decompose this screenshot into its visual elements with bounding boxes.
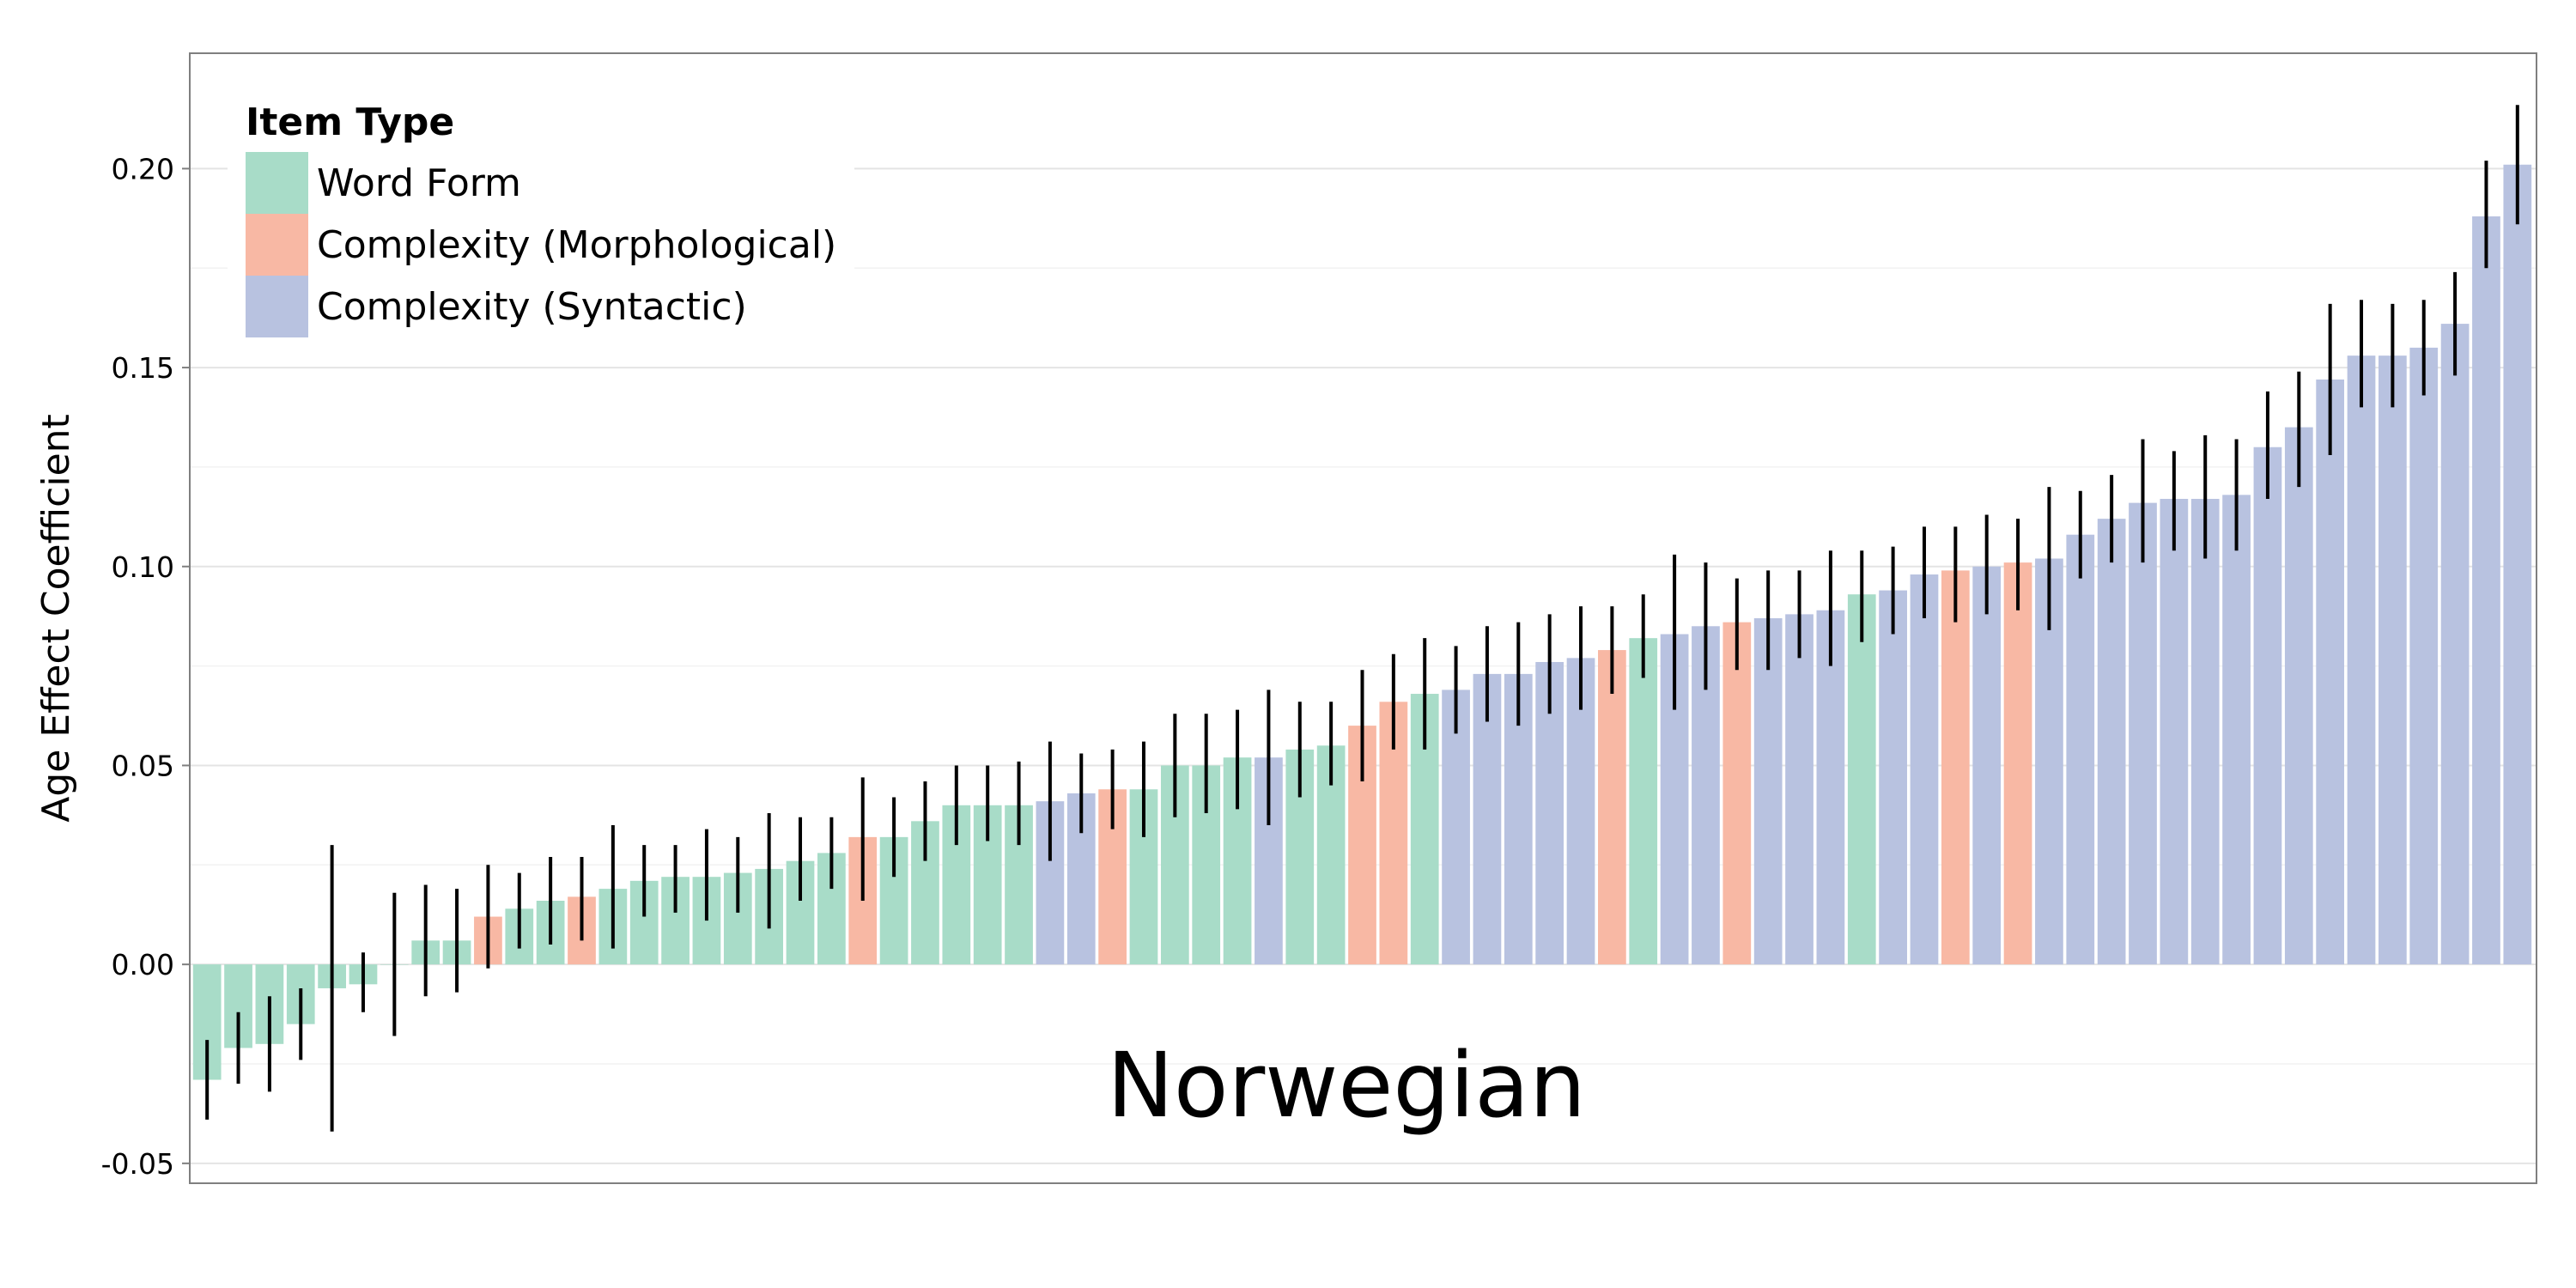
bar <box>2503 164 2532 965</box>
legend-entry-morphological: Complexity (Morphological) <box>246 214 836 276</box>
legend: Item Type Word Form Complexity (Morpholo… <box>228 90 854 348</box>
plot-panel-border <box>189 52 2537 1184</box>
bar <box>1816 610 1845 965</box>
bar <box>1598 650 1626 965</box>
legend-swatch-syntactic <box>246 276 308 337</box>
y-tick-label: 0.00 <box>112 948 174 981</box>
legend-background <box>228 90 854 348</box>
legend-swatch-word-form <box>246 152 308 214</box>
y-tick-label: 0.05 <box>112 749 174 782</box>
bar <box>2347 355 2376 965</box>
bar <box>1910 574 1939 965</box>
bar <box>2284 427 2313 965</box>
bar <box>2316 379 2345 965</box>
legend-title: Item Type <box>246 100 454 144</box>
bar <box>1879 590 1907 965</box>
bar <box>2440 324 2470 965</box>
bar <box>2409 347 2439 965</box>
bar <box>2379 355 2407 965</box>
bar <box>1972 566 2002 965</box>
bar <box>1442 690 1470 965</box>
bar <box>1785 614 1814 965</box>
bar <box>2066 534 2095 965</box>
bar <box>1722 622 1752 965</box>
y-tick-label: 0.10 <box>112 550 174 584</box>
y-axis-title: Age Effect Coefficient <box>34 414 78 823</box>
error-bars <box>205 105 2519 1132</box>
legend-label-word-form: Word Form <box>317 161 521 205</box>
y-tick-label: -0.05 <box>101 1147 174 1181</box>
legend-label-syntactic: Complexity (Syntactic) <box>317 285 747 329</box>
bar <box>2222 495 2251 965</box>
legend-label-morphological: Complexity (Morphological) <box>317 223 836 267</box>
bar <box>2003 562 2032 965</box>
legend-entry-syntactic: Complexity (Syntactic) <box>246 276 747 337</box>
bar <box>2253 447 2282 965</box>
bar <box>2472 216 2500 965</box>
bar <box>1753 618 1783 965</box>
y-tick-label: 0.20 <box>112 152 174 185</box>
bar <box>2160 498 2189 965</box>
y-axis: -0.05 0.00 0.05 0.10 0.15 0.20 <box>101 152 190 1181</box>
bar <box>1473 673 1502 965</box>
bar <box>2190 498 2220 965</box>
legend-entry-word-form: Word Form <box>246 152 521 214</box>
bar <box>1629 638 1658 965</box>
legend-swatch-morphological <box>246 214 308 276</box>
bar <box>2097 519 2126 965</box>
bar <box>2129 502 2157 965</box>
y-tick-label: 0.15 <box>112 351 174 385</box>
bar <box>1941 570 1970 965</box>
panel-label: Norwegian <box>1107 1033 1586 1138</box>
bar <box>1847 594 1876 965</box>
